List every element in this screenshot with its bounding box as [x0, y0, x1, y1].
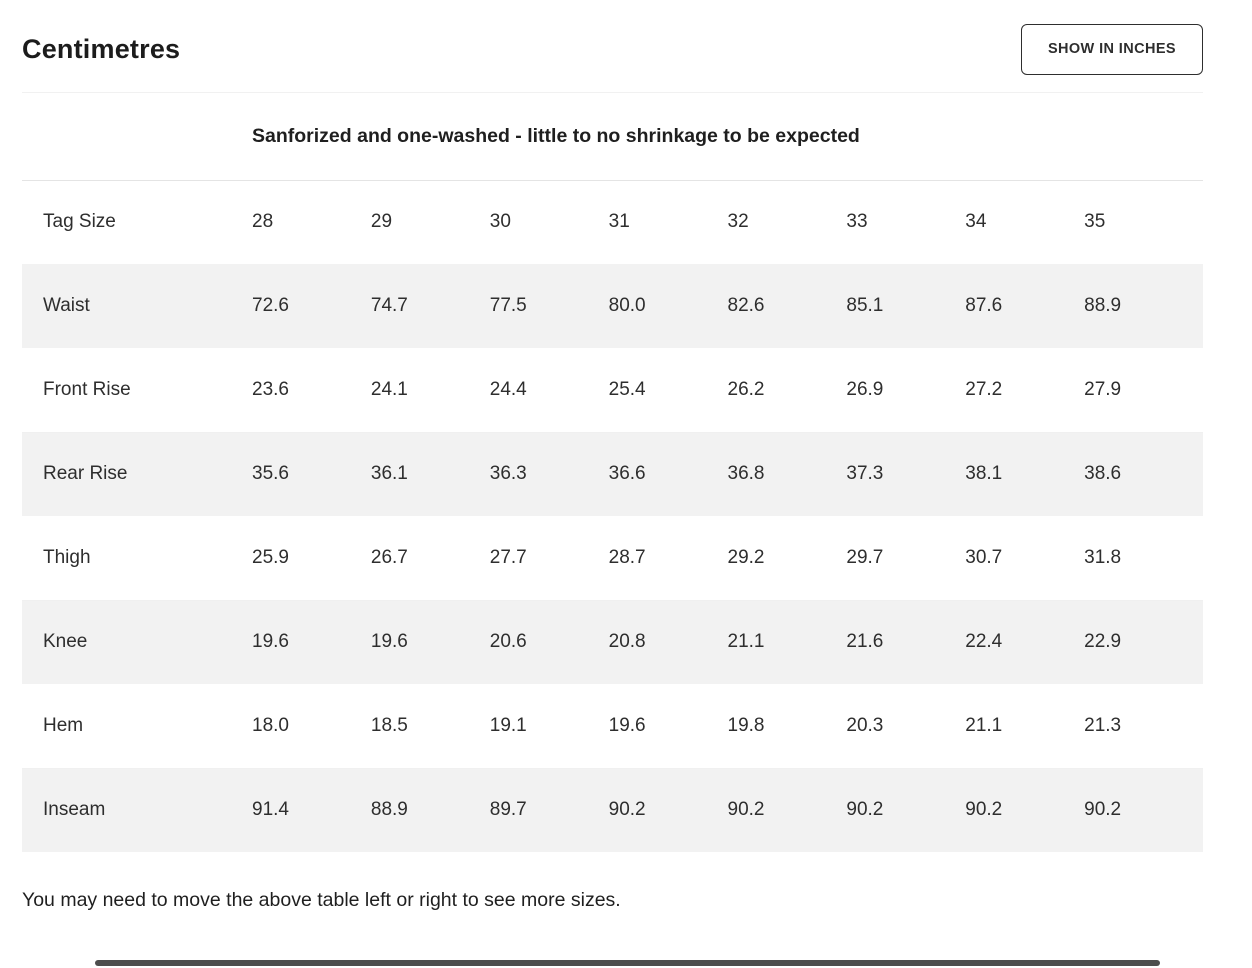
- measurement-cell: 30.7: [965, 546, 1003, 568]
- measurement-cell: 25.4: [608, 378, 646, 400]
- measurement-cell: 20.3: [846, 714, 884, 736]
- measurement-cell: 35.6: [252, 463, 289, 485]
- measurement-cell: 91.4: [252, 799, 289, 821]
- measurement-cell: 18.5: [370, 714, 408, 736]
- measurement-cell: 90.2: [727, 799, 765, 821]
- shrinkage-note-row: Sanforized and one-washed - little to no…: [22, 91, 1203, 181]
- measurement-cell: 77.5: [489, 295, 527, 316]
- show-in-inches-button[interactable]: SHOW IN INCHES: [1020, 24, 1203, 75]
- table-row-front-rise: Front Rise 23.6 24.1 24.4 25.4 26.2 26.9…: [22, 348, 1203, 432]
- measurement-cell: 21.3: [1084, 714, 1122, 736]
- measurement-cell: 36.8: [727, 463, 765, 485]
- measurement-cell: 26.7: [370, 546, 408, 568]
- measurement-cell: 72.6: [252, 295, 289, 316]
- row-label: Front Rise: [43, 378, 131, 400]
- row-label: Inseam: [43, 799, 106, 821]
- measurement-cell: 26.2: [727, 378, 765, 400]
- measurement-cell: 19.6: [608, 714, 646, 736]
- size-column-header: 32: [727, 211, 749, 233]
- table-row-knee: Knee 19.6 19.6 20.6 20.8 21.1 21.6 22.4 …: [22, 600, 1203, 684]
- table-row-thigh: Thigh 25.9 26.7 27.7 28.7 29.2 29.7 30.7…: [22, 516, 1203, 600]
- measurement-cell: 26.9: [846, 378, 884, 400]
- measurement-cell: 18.0: [252, 714, 289, 736]
- measurement-cell: 31.8: [1084, 546, 1122, 568]
- measurement-cell: 27.2: [965, 378, 1003, 400]
- measurement-cell: 88.9: [370, 799, 408, 821]
- scroll-hint-text: You may need to move the above table lef…: [22, 889, 621, 911]
- table-row-rear-rise: Rear Rise 35.6 36.1 36.3 36.6 36.8 37.3 …: [22, 432, 1203, 516]
- measurement-cell: 80.0: [608, 295, 646, 316]
- page-title: Centimetres: [22, 33, 181, 64]
- row-label: Knee: [43, 631, 88, 653]
- measurement-cell: 19.6: [252, 631, 289, 653]
- measurement-cell: 19.8: [727, 714, 765, 736]
- size-column-header: 28: [252, 211, 274, 233]
- size-column-header: 35: [1084, 211, 1106, 233]
- measurement-cell: 22.4: [965, 631, 1003, 653]
- measurement-cell: 90.2: [1084, 799, 1122, 821]
- measurement-cell: 23.6: [252, 378, 289, 400]
- shrinkage-note: Sanforized and one-washed - little to no…: [252, 91, 1203, 181]
- measurement-cell: 90.2: [965, 799, 1003, 821]
- measurement-cell: 88.9: [1084, 295, 1122, 316]
- measurement-cell: 27.7: [489, 546, 527, 568]
- measurement-cell: 28.7: [608, 546, 646, 568]
- measurement-cell: 38.6: [1084, 463, 1122, 485]
- measurement-cell: 24.4: [489, 378, 527, 400]
- measurement-cell: 36.6: [608, 463, 646, 485]
- measurement-cell: 20.6: [489, 631, 527, 653]
- measurement-cell: 29.7: [846, 546, 884, 568]
- measurement-cell: 85.1: [846, 295, 884, 316]
- row-label: Waist: [43, 295, 90, 316]
- empty-cell: [22, 91, 252, 181]
- size-column-header: 29: [370, 211, 393, 233]
- table-row-hem: Hem 18.0 18.5 19.1 19.6 19.8 20.3 21.1 2…: [22, 684, 1203, 768]
- measurement-cell: 74.7: [370, 295, 408, 316]
- measurement-cell: 87.6: [965, 295, 1003, 316]
- measurement-cell: 19.1: [489, 714, 527, 736]
- measurement-cell: 89.7: [489, 799, 527, 821]
- size-column-header: 33: [846, 211, 868, 233]
- measurement-cell: 36.1: [370, 463, 408, 485]
- size-column-header: 34: [965, 211, 987, 233]
- measurement-cell: 82.6: [727, 295, 765, 316]
- row-label: Thigh: [43, 546, 91, 568]
- tag-size-header: Tag Size: [43, 211, 116, 233]
- size-table[interactable]: Sanforized and one-washed - little to no…: [22, 91, 1203, 852]
- measurement-cell: 90.2: [846, 799, 884, 821]
- row-label: Hem: [43, 714, 84, 736]
- measurement-cell: 20.8: [608, 631, 646, 653]
- size-guide-panel: Centimetres SHOW IN INCHES Sanforized an…: [22, 24, 1203, 911]
- measurement-cell: 21.6: [846, 631, 884, 653]
- measurement-cell: 24.1: [370, 378, 408, 400]
- measurement-cell: 90.2: [608, 799, 646, 821]
- table-row-waist: Waist 72.6 74.7 77.5 80.0 82.6 85.1 87.6…: [22, 264, 1203, 348]
- table-row-inseam: Inseam 91.4 88.9 89.7 90.2 90.2 90.2 90.…: [22, 768, 1203, 852]
- measurement-cell: 38.1: [965, 463, 1003, 485]
- measurement-cell: 22.9: [1084, 631, 1122, 653]
- table-header-row: Tag Size 28 29 30 31 32 33 34 35: [22, 180, 1203, 264]
- size-guide-header: Centimetres SHOW IN INCHES: [22, 24, 1203, 75]
- measurement-cell: 19.6: [370, 631, 408, 653]
- measurement-cell: 25.9: [252, 546, 289, 568]
- measurement-cell: 21.1: [727, 631, 765, 653]
- measurement-cell: 36.3: [489, 463, 527, 485]
- measurement-cell: 29.2: [727, 546, 765, 568]
- measurement-cell: 21.1: [965, 714, 1003, 736]
- size-column-header: 31: [608, 211, 630, 233]
- row-label: Rear Rise: [43, 463, 128, 485]
- horizontal-scrollbar-thumb[interactable]: [95, 960, 1160, 966]
- measurement-cell: 37.3: [846, 463, 884, 485]
- size-column-header: 30: [489, 211, 511, 233]
- measurement-cell: 27.9: [1084, 378, 1122, 400]
